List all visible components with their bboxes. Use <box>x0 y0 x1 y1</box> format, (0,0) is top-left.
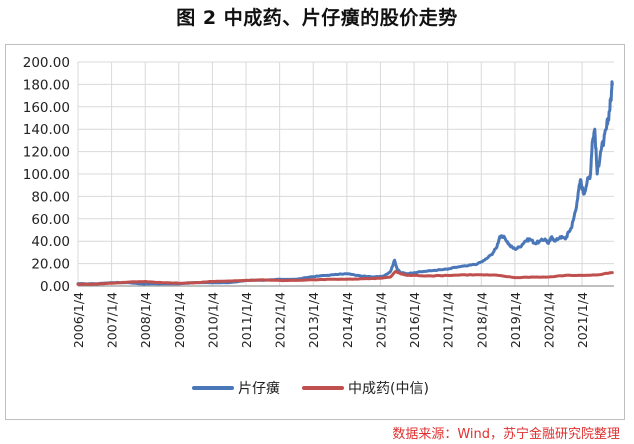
gridlines <box>77 61 614 287</box>
y-tick-label: 120.00 <box>23 145 70 161</box>
x-tick-label: 2020/1/4 <box>541 292 556 348</box>
y-tick-label: 80.00 <box>31 189 70 205</box>
x-tick-label: 2009/1/4 <box>172 292 187 348</box>
x-tick-label: 2019/1/4 <box>508 292 523 348</box>
x-tick-label: 2010/1/4 <box>205 292 220 348</box>
chart-frame: 0.00 20.00 40.00 60.00 80.00 100.00 120.00 140.… <box>5 44 625 420</box>
x-tick-label: 2014/1/4 <box>340 292 355 348</box>
legend-label-pianzaihuang: 片仔癀 <box>238 380 280 397</box>
y-tick-label: 160.00 <box>23 100 70 116</box>
y-tick-label: 40.00 <box>31 234 70 250</box>
y-tick-label: 60.00 <box>31 212 70 228</box>
chart-title: 图 2 中成药、片仔癀的股价走势 <box>176 7 458 29</box>
x-tick-label: 2011/1/4 <box>239 292 254 348</box>
source-note: 数据来源：Wind，苏宁金融研究院整理 <box>392 427 620 442</box>
y-axis-ticks: 0.00 20.00 40.00 60.00 80.00 100.00 120.00 140.… <box>23 55 70 295</box>
y-tick-label: 200.00 <box>23 55 70 71</box>
x-tick-label: 2015/1/4 <box>373 292 388 348</box>
series-line-zhongchengyao <box>76 269 614 286</box>
y-tick-label: 0.00 <box>40 279 70 295</box>
y-tick-label: 20.00 <box>31 257 70 273</box>
x-axis-ticks: 2006/1/4 2007/1/4 2008/1/4 2009/1/4 2010/1/4… <box>71 292 590 348</box>
series-line-pianzaihuang <box>76 80 614 286</box>
x-tick-label: 2017/1/4 <box>441 292 456 348</box>
x-tick-label: 2006/1/4 <box>71 292 86 348</box>
x-tick-label: 2013/1/4 <box>306 292 321 348</box>
x-tick-label: 2018/1/4 <box>474 292 489 348</box>
x-tick-label: 2021/1/4 <box>575 292 590 348</box>
legend: 片仔癀 中成药(中信) <box>192 380 429 397</box>
legend-label-zhongchengyao: 中成药(中信) <box>348 381 429 397</box>
y-tick-label: 180.00 <box>23 77 70 93</box>
x-tick-label: 2012/1/4 <box>273 292 288 348</box>
y-tick-label: 140.00 <box>23 122 70 138</box>
y-tick-label: 100.00 <box>23 167 70 183</box>
series-lines <box>76 80 614 286</box>
x-tick-label: 2016/1/4 <box>407 292 422 348</box>
line-chart: 0.00 20.00 40.00 60.00 80.00 100.00 120.00 140.… <box>23 55 614 397</box>
x-tick-label: 2007/1/4 <box>105 292 120 348</box>
x-tick-label: 2008/1/4 <box>138 292 153 348</box>
